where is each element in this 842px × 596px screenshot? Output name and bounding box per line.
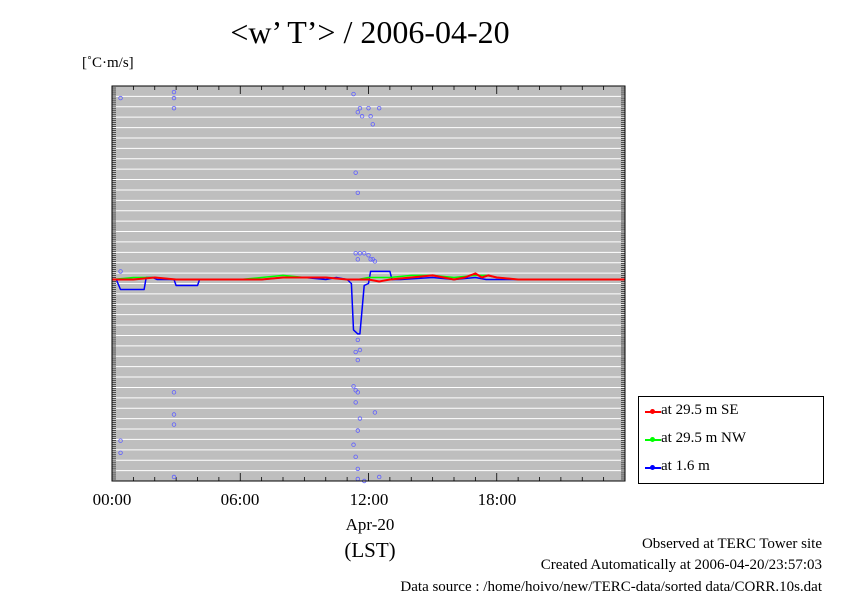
outlier-point [359,114,365,119]
gridlines [112,85,625,482]
outlier-point [351,384,356,389]
outlier-point [355,190,361,196]
legend-item-29-5m-se: at 29.5 m SE [639,399,823,423]
outlier-point [353,170,358,175]
footer-created: Created Automatically at 2006-04-20/23:5… [540,557,822,573]
outlier-point [353,454,358,460]
outlier-point [118,95,123,101]
outlier-point [355,466,361,472]
outlier-point [366,105,371,111]
outlier-point [357,105,363,111]
outlier-point [372,410,378,415]
outlier-point [376,105,382,111]
outlier-point [368,114,373,119]
x-axis-timezone-label: (LST) [344,538,396,562]
y-axis-ticks [112,85,625,482]
outlier-point [351,91,356,97]
outlier-point [355,257,361,262]
y-axis-unit-label: [˚C·m/s] [82,55,134,71]
outlier-point [118,269,123,274]
outlier-point [351,442,356,447]
x-tick-label-0000: 00:00 [92,490,132,509]
outlier-point [355,428,361,433]
legend-label: at 29.5 m NW [661,430,746,446]
outlier-points [118,89,382,484]
legend-marker-red [650,409,655,414]
outlier-point [357,251,363,256]
outlier-point [355,337,361,343]
outlier-point [355,390,361,395]
outlier-point [171,412,177,417]
series-line-0 [112,272,625,283]
outlier-point [353,349,358,355]
outlier-point [171,474,177,480]
x-tick-label-1800: 18:00 [477,490,517,509]
outlier-point [171,95,177,101]
series-lines [111,270,625,335]
outlier-point [171,390,177,395]
outlier-point [370,122,375,127]
legend-label: at 29.5 m SE [661,402,739,418]
outlier-point [353,400,358,405]
outlier-point [118,450,123,455]
legend-marker-green [650,437,655,442]
outlier-point [355,357,361,363]
outlier-point [171,105,177,111]
outlier-point [372,259,378,264]
outlier-point [368,257,373,262]
outlier-point [362,251,367,256]
chart-title: <w’ T’> / 2006-04-20 [230,14,510,50]
legend-item-1-6m: at 1.6 m [639,455,823,479]
outlier-point [355,109,361,115]
outlier-point [171,422,177,427]
outlier-point [353,251,358,256]
outlier-point [376,474,382,480]
outlier-point [171,89,177,95]
outlier-point [366,253,371,258]
legend-marker-blue [650,465,655,470]
footer-observed: Observed at TERC Tower site [641,536,822,552]
plot-frame [111,85,626,482]
outlier-point [357,416,363,421]
outlier-point [118,438,123,443]
x-tick-label-0600: 06:00 [220,490,260,509]
x-tick-label-1200: 12:00 [349,490,389,509]
outlier-point [357,347,363,353]
legend: at 29.5 m SE at 29.5 m NW at 1.6 m [638,396,824,484]
footer-source: Data source : /home/hoivo/new/TERC-data/… [400,579,822,595]
legend-label: at 1.6 m [661,458,710,474]
x-axis-date-label: Apr-20 [345,515,395,534]
x-axis-ticks [111,86,626,481]
legend-item-29-5m-nw: at 29.5 m NW [639,427,823,451]
